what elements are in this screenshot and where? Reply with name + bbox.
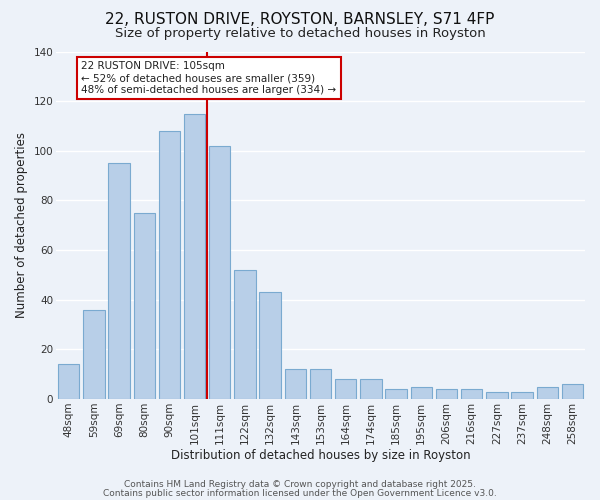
Bar	[58, 364, 79, 399]
Text: Contains HM Land Registry data © Crown copyright and database right 2025.: Contains HM Land Registry data © Crown c…	[124, 480, 476, 489]
Bar	[486, 392, 508, 399]
Text: 22 RUSTON DRIVE: 105sqm
← 52% of detached houses are smaller (359)
48% of semi-d: 22 RUSTON DRIVE: 105sqm ← 52% of detache…	[81, 62, 337, 94]
Bar	[134, 213, 155, 399]
Bar	[335, 379, 356, 399]
Bar	[109, 163, 130, 399]
Bar	[511, 392, 533, 399]
Bar	[310, 370, 331, 399]
Bar	[234, 270, 256, 399]
Bar	[259, 292, 281, 399]
Text: 22, RUSTON DRIVE, ROYSTON, BARNSLEY, S71 4FP: 22, RUSTON DRIVE, ROYSTON, BARNSLEY, S71…	[106, 12, 494, 28]
Bar	[385, 389, 407, 399]
Bar	[360, 379, 382, 399]
Bar	[284, 370, 306, 399]
Bar	[184, 114, 205, 399]
X-axis label: Distribution of detached houses by size in Royston: Distribution of detached houses by size …	[171, 450, 470, 462]
Bar	[436, 389, 457, 399]
Bar	[83, 310, 104, 399]
Bar	[536, 386, 558, 399]
Text: Contains public sector information licensed under the Open Government Licence v3: Contains public sector information licen…	[103, 488, 497, 498]
Y-axis label: Number of detached properties: Number of detached properties	[15, 132, 28, 318]
Bar	[209, 146, 230, 399]
Bar	[461, 389, 482, 399]
Bar	[410, 386, 432, 399]
Bar	[562, 384, 583, 399]
Bar	[159, 131, 180, 399]
Text: Size of property relative to detached houses in Royston: Size of property relative to detached ho…	[115, 28, 485, 40]
